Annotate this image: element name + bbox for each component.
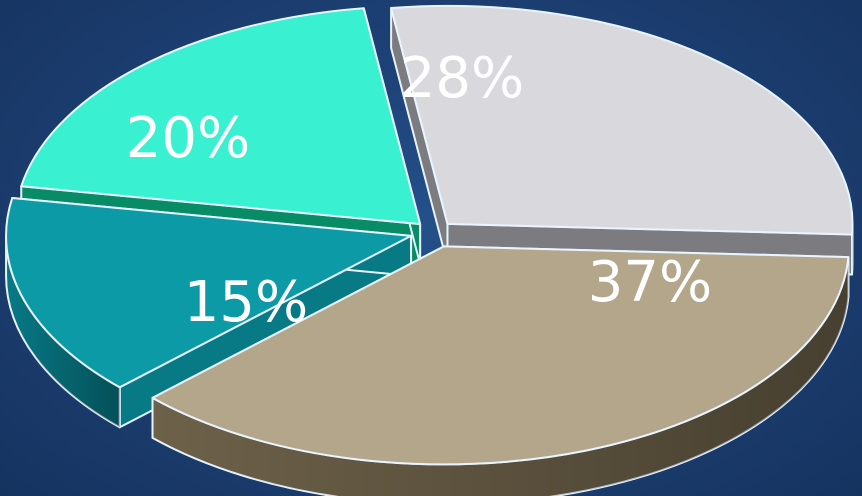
slice-label-0: 28% [400,46,524,111]
slice-rim-shade-1-0 [152,257,849,496]
pie-slice-2 [5,197,413,389]
pie-labels: 28% 37% 15% 20% [126,46,712,335]
pie-slice-1 [151,245,850,466]
pie-tops [5,4,854,466]
slice-label-1: 37% [588,250,712,315]
pie-slice-0 [390,4,854,236]
slice-rim-shade-2-0 [6,235,120,428]
slice-label-3: 20% [126,106,250,171]
slice-label-2: 15% [184,270,308,335]
pie-slice-3 [20,7,422,226]
